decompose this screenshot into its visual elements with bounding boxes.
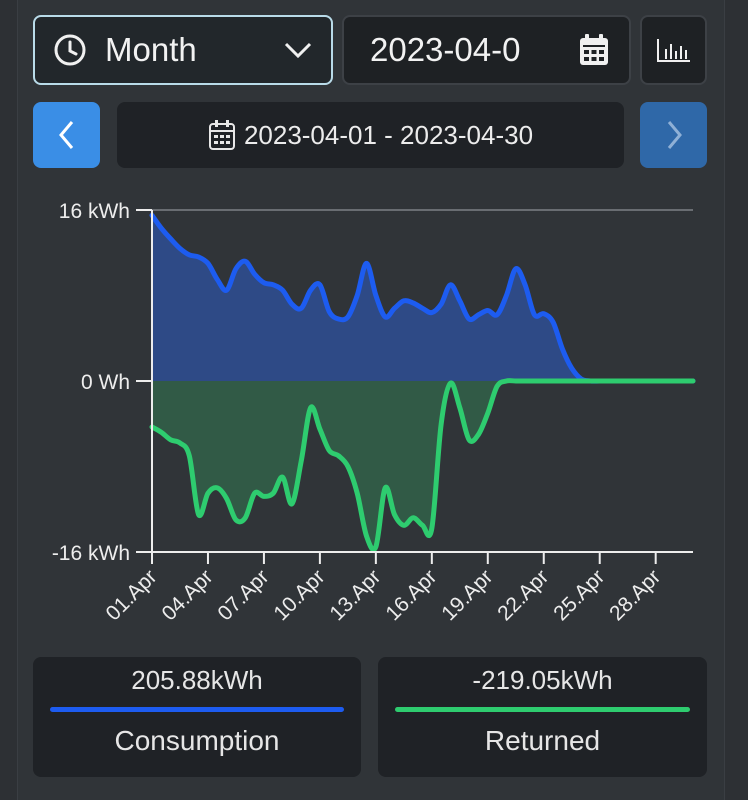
returned-total: -219.05kWh: [472, 665, 613, 695]
calendar-icon: [208, 120, 235, 150]
x-tick-label: 10.Apr: [269, 565, 329, 625]
date-range-label: 2023-04-01 - 2023-04-30: [117, 102, 624, 168]
y-tick-label: -16 kWh: [52, 542, 130, 565]
x-tick-label: 25.Apr: [549, 565, 609, 625]
x-tick-label: 07.Apr: [213, 565, 273, 625]
consumption-legend-line: [50, 707, 344, 712]
consumption-total: 205.88kWh: [131, 665, 263, 695]
y-tick-label: 0 Wh: [81, 371, 130, 394]
energy-chart: 16 kWh 0 Wh -16 kWh01.Apr04.Apr07.Apr10.Ap…: [52, 200, 696, 625]
date-input-value: 2023-04-0: [370, 31, 521, 68]
consumption-card: 205.88kWh Consumption: [33, 657, 361, 777]
x-tick-label: 28.Apr: [605, 565, 665, 625]
returned-legend-line: [395, 707, 690, 712]
chevron-right-icon: [667, 121, 682, 149]
chevron-left-icon: [58, 121, 73, 149]
returned-line: [149, 378, 696, 553]
x-tick-label: 13.Apr: [325, 565, 385, 625]
consumption-line: [149, 212, 696, 384]
y-tick-label: 16 kWh: [59, 200, 130, 223]
returned-card: -219.05kWh Returned: [378, 657, 707, 777]
consumption-area: [152, 215, 693, 382]
x-tick-label: 04.Apr: [157, 565, 217, 625]
prev-period-button[interactable]: [33, 102, 100, 168]
x-tick-label: 16.Apr: [381, 565, 441, 625]
consumption-label: Consumption: [114, 725, 280, 756]
x-tick-label: 19.Apr: [437, 565, 497, 625]
next-period-button[interactable]: [640, 102, 707, 168]
chevron-down-icon: [284, 42, 312, 59]
calendar-icon[interactable]: [579, 34, 609, 66]
x-tick-label: 22.Apr: [493, 565, 553, 625]
period-value: Month: [105, 31, 197, 68]
returned-area: [152, 380, 693, 550]
returned-label: Returned: [484, 725, 601, 756]
date-range-text: 2023-04-01 - 2023-04-30: [243, 119, 534, 150]
date-input[interactable]: 2023-04-0: [342, 15, 631, 85]
x-tick-label: 01.Apr: [102, 565, 162, 625]
bar-chart-icon: [656, 39, 690, 62]
chart-type-button[interactable]: [640, 15, 707, 85]
clock-icon: [54, 34, 86, 66]
period-select[interactable]: Month: [33, 15, 333, 85]
